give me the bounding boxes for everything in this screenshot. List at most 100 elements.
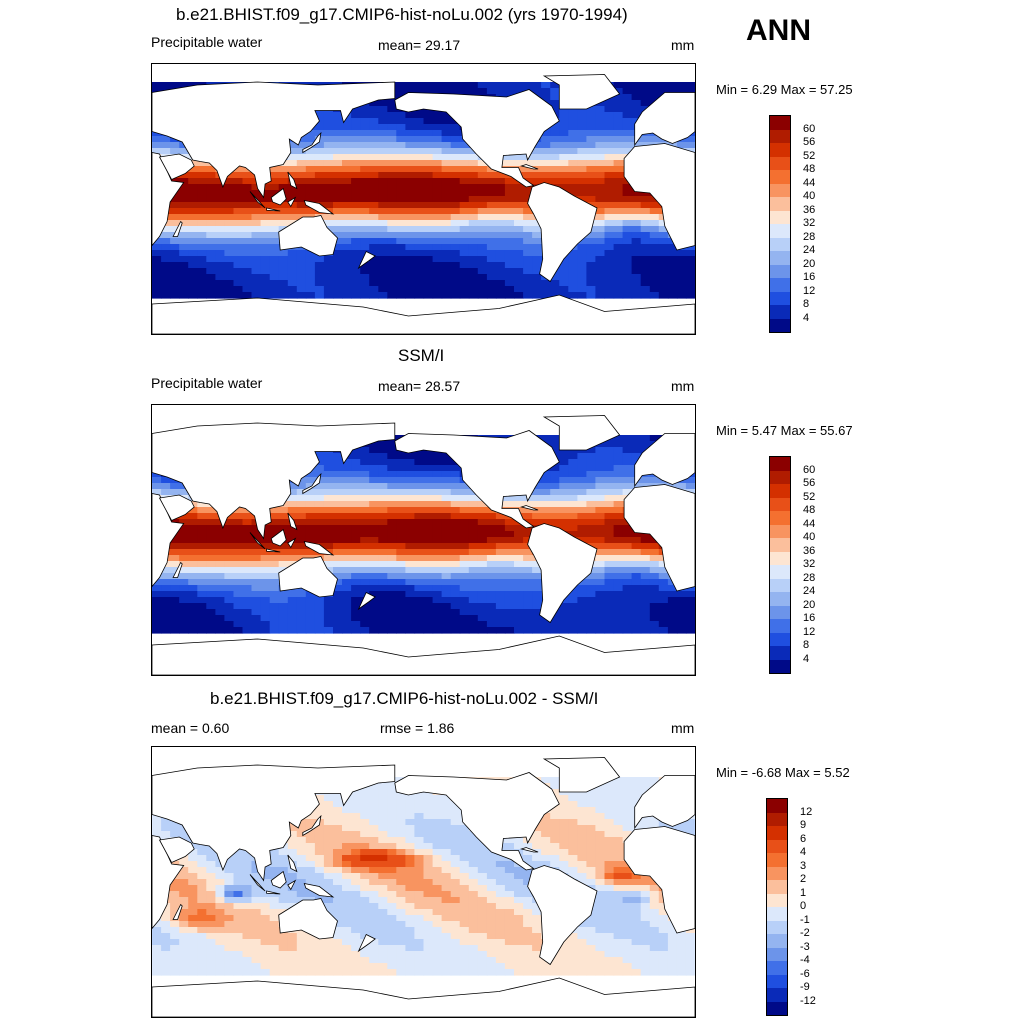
field-cell [351,154,361,161]
field-cell [486,585,497,592]
panel2-map [151,404,696,676]
field-cell [477,196,488,203]
field-cell [369,274,379,281]
field-cell [559,819,569,826]
field-cell [441,603,452,610]
field-cell [278,543,289,550]
field-cell [224,621,235,628]
field-cell [369,579,379,586]
field-cell [676,609,687,616]
field-cell [477,603,488,610]
field-cell [441,549,452,556]
field-cell [514,160,524,167]
field-cell [441,507,452,514]
field-cell [152,250,162,257]
field-cell [197,561,207,568]
field-cell [414,202,425,209]
field-cell [423,244,434,251]
field-cell [233,555,244,562]
field-cell [369,513,379,520]
field-cell [260,531,271,538]
field-cell [278,268,289,275]
colorbar-box [769,456,791,674]
field-cell [414,819,425,826]
field-cell [387,268,397,275]
field-cell [197,256,207,263]
land-outline [270,187,287,206]
field-cell [459,244,470,251]
field-cell [333,148,343,155]
field-cell [387,214,397,221]
field-cell [405,573,416,580]
field-cell [414,795,425,802]
field-cell [369,831,379,838]
field-cell [586,262,597,269]
field-cell [667,268,678,275]
field-cell [287,621,298,628]
field-cell [685,280,695,287]
field-cell [559,843,569,850]
field-cell [658,280,669,287]
field-cell [640,777,651,784]
field-cell [459,501,470,508]
field-cell [405,286,416,293]
field-cell [568,154,578,161]
field-cell [586,807,597,814]
field-cell [269,567,280,574]
field-cell [342,280,352,287]
field-cell [423,831,434,838]
colorbar-box [769,115,791,333]
colorbar-tick-label: 20 [803,257,816,270]
field-cell [161,831,171,838]
field-cell [260,268,271,275]
field-cell [369,567,379,574]
field-cell [333,268,343,275]
field-cell [296,843,307,850]
field-cell [622,531,633,538]
field-cell [459,615,470,622]
field-cell [314,148,325,155]
field-cell [550,286,560,293]
field-cell [541,495,551,502]
field-cell [640,94,651,101]
field-cell [342,178,352,185]
field-cell [396,555,406,562]
field-cell [197,208,207,215]
field-cell [369,537,379,544]
field-cell [215,244,226,251]
field-cell [414,262,425,269]
field-cell [387,226,397,233]
field-cell [468,543,479,550]
field-cell [514,579,524,586]
field-cell [468,244,479,251]
field-cell [314,603,325,610]
field-cell [414,507,425,514]
land-outline [634,433,695,488]
field-cell [224,250,235,257]
field-cell [387,447,397,454]
field-cell [495,585,506,592]
field-cell [640,549,651,556]
field-cell [260,196,271,203]
field-cell [676,615,687,622]
field-cell [523,567,533,574]
field-cell [342,184,352,191]
field-cell [170,244,180,251]
field-cell [577,603,588,610]
field-cell [287,250,298,257]
field-cell [468,501,479,508]
field-cell [414,471,425,478]
field-cell [568,190,578,197]
field-cell [577,190,588,197]
field-cell [622,555,633,562]
field-cell [387,453,397,460]
field-cell [387,262,397,269]
field-cell [369,160,379,167]
field-cell [351,471,361,478]
field-cell [622,250,633,257]
field-cell [423,226,434,233]
field-cell [360,286,370,293]
field-cell [369,825,379,832]
field-cell [342,286,352,293]
field-cell [568,609,578,616]
